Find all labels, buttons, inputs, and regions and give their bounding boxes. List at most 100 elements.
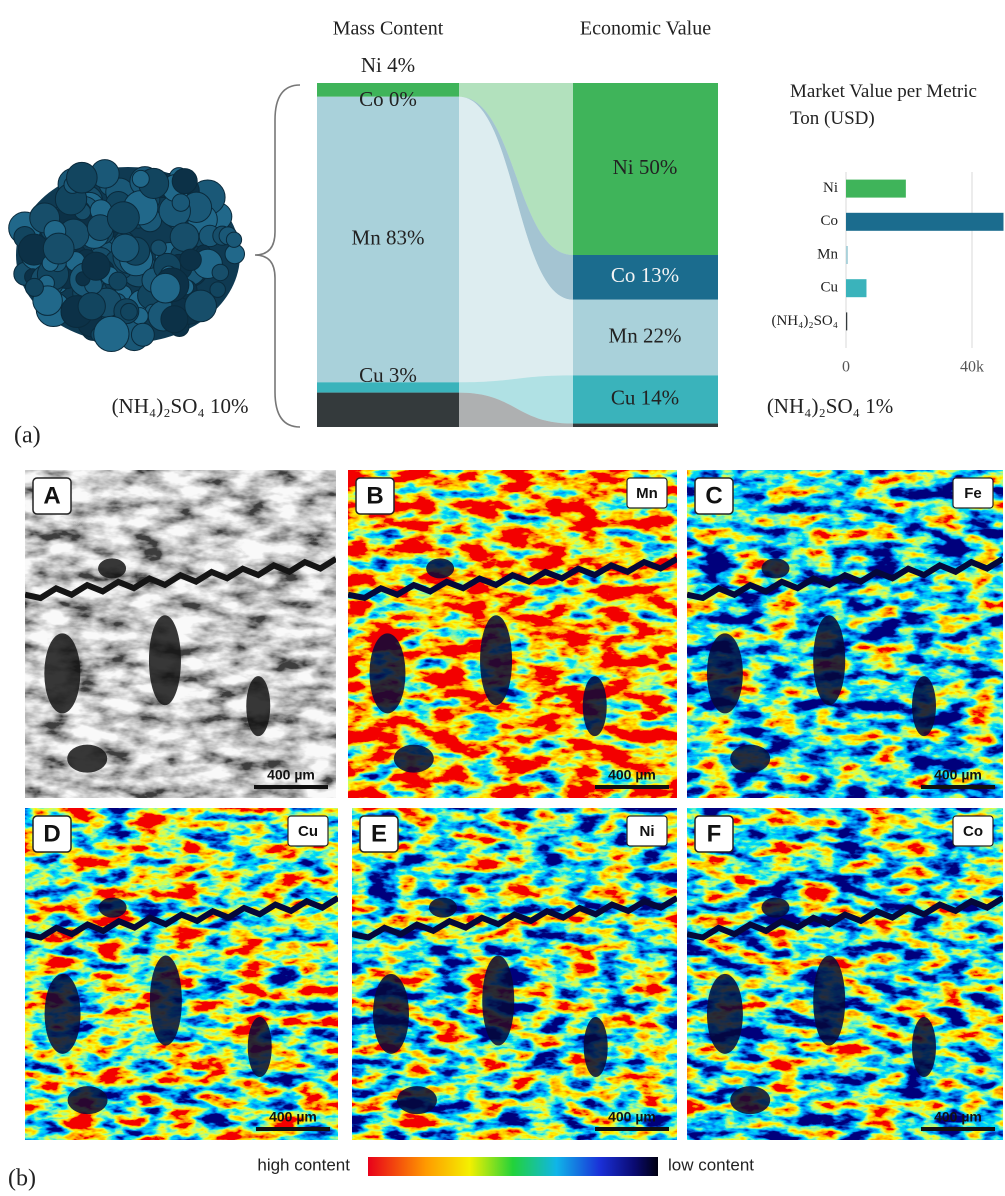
sankey-label: Co 0% xyxy=(359,87,417,111)
pore xyxy=(98,897,127,918)
colorbar xyxy=(368,1157,658,1176)
sankey-node xyxy=(317,382,459,393)
sankey-label: (NH₄)₂SO₄ 10% xyxy=(112,394,249,418)
scale-bar xyxy=(921,1127,995,1131)
bar xyxy=(846,179,906,198)
element-box xyxy=(626,477,668,509)
nodule-bump xyxy=(171,193,191,212)
nodule-bump xyxy=(150,239,167,256)
crack xyxy=(25,556,336,602)
pore xyxy=(706,973,743,1054)
element-box xyxy=(626,815,668,847)
nodule-bump xyxy=(120,302,138,321)
nodule-bump xyxy=(169,222,200,252)
scale-bar xyxy=(595,785,669,789)
pore xyxy=(393,744,434,773)
panel-letter-box xyxy=(355,477,395,515)
nodule-bump xyxy=(225,231,243,248)
nodule-bump xyxy=(150,272,181,304)
pore xyxy=(912,676,936,737)
pore xyxy=(369,633,406,714)
panel-letter: A xyxy=(43,482,60,509)
scale-bar xyxy=(256,1127,330,1131)
brace xyxy=(254,84,301,428)
element-box xyxy=(952,477,994,509)
nodule-bump xyxy=(81,251,111,281)
x-tick-label: 0 xyxy=(842,359,850,376)
element-map xyxy=(687,808,1003,1140)
y-tick-label: Cu xyxy=(820,280,838,296)
sankey-node xyxy=(573,255,718,300)
scale-bar-label: 400 µm xyxy=(934,1109,982,1125)
map-texture xyxy=(687,808,1003,1140)
crack xyxy=(352,895,677,941)
sankey-node xyxy=(573,83,718,255)
pore xyxy=(397,1086,437,1115)
pore xyxy=(373,973,409,1054)
y-tick-label: Ni xyxy=(823,180,838,196)
element-map xyxy=(25,470,336,798)
nodule-bump xyxy=(93,315,130,353)
pore xyxy=(429,897,457,918)
crack xyxy=(687,556,1003,602)
map-texture xyxy=(348,470,677,798)
pore xyxy=(246,676,271,737)
nodule-bump xyxy=(106,201,140,235)
pore xyxy=(98,558,127,579)
y-tick-label: (NH₄)₂SO₄ xyxy=(771,313,838,329)
panel-letter-box xyxy=(694,477,734,515)
sankey-node xyxy=(317,392,459,427)
map-texture xyxy=(352,808,677,1140)
nodule-bump xyxy=(66,161,98,194)
panel-letter: C xyxy=(705,482,722,509)
pore xyxy=(813,955,846,1046)
scale-bar-label: 400 µm xyxy=(934,767,982,783)
column-title: Economic Value xyxy=(580,18,711,40)
nodule-bump xyxy=(130,322,155,347)
bar xyxy=(846,246,848,264)
element-box xyxy=(952,815,994,847)
scale-bar xyxy=(921,785,995,789)
element-label: Ni xyxy=(640,823,655,840)
map-texture xyxy=(25,808,338,1140)
pore xyxy=(730,1086,771,1115)
x-tick-label: 40k xyxy=(960,359,984,376)
bar xyxy=(846,279,867,298)
nodule-bump xyxy=(131,169,150,188)
nodule-bump xyxy=(211,263,230,282)
nodule-bump xyxy=(110,233,140,263)
crack xyxy=(348,556,677,602)
pore xyxy=(149,955,182,1046)
sankey-node xyxy=(573,423,718,427)
nodule-bump xyxy=(184,289,217,323)
pore xyxy=(44,633,81,714)
map-texture xyxy=(25,470,336,798)
sankey-label: Co 13% xyxy=(611,263,679,287)
sankey-node xyxy=(573,299,718,376)
sankey-node xyxy=(317,96,459,383)
pore xyxy=(67,1086,108,1115)
nodule-bump xyxy=(108,271,128,291)
element-map xyxy=(687,470,1003,798)
scale-bar xyxy=(254,785,328,789)
element-map xyxy=(352,808,677,1140)
panel-letter-box xyxy=(694,815,734,853)
nodule-bump xyxy=(42,232,75,265)
bar-chart-title: Market Value per Metric Ton (USD) xyxy=(790,81,977,129)
pore xyxy=(480,615,513,706)
pore xyxy=(761,897,790,918)
sankey-flow xyxy=(459,96,573,300)
panel-label: (a) xyxy=(14,423,41,449)
panel-letter: E xyxy=(371,820,387,847)
scale-bar-label: 400 µm xyxy=(267,767,315,783)
element-map xyxy=(348,470,677,798)
bar xyxy=(846,212,1004,231)
pore xyxy=(44,973,81,1054)
pore xyxy=(482,955,515,1046)
y-tick-label: Mn xyxy=(817,246,838,262)
sankey-flow xyxy=(459,392,573,427)
pore xyxy=(813,615,846,706)
nodule-bump xyxy=(77,292,106,321)
y-tick-label: Co xyxy=(820,213,838,229)
